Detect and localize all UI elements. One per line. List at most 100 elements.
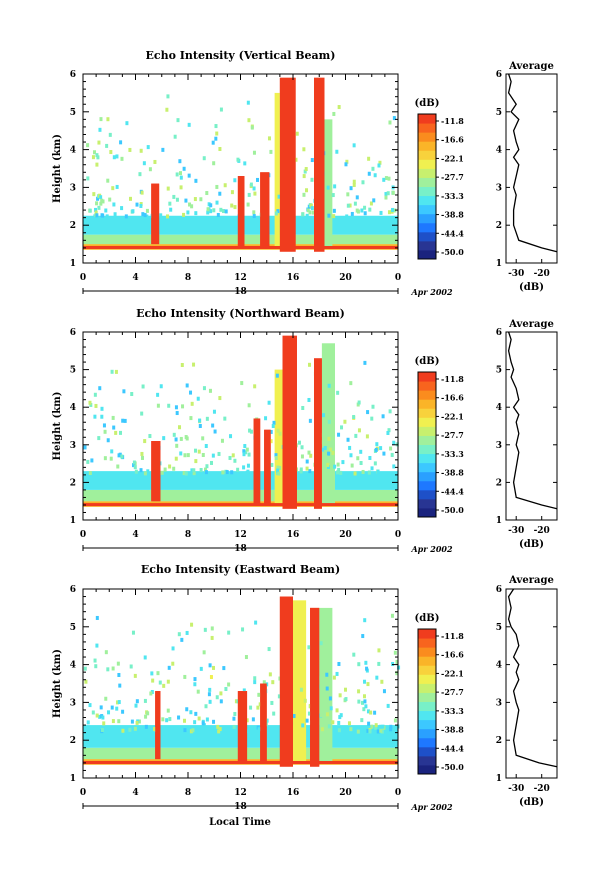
- heatmap-speckle: [349, 381, 353, 386]
- colorbar-swatch: [418, 426, 436, 436]
- heatmap-speckle: [292, 714, 296, 719]
- heatmap-speckle: [305, 213, 309, 218]
- heatmap-speckle: [130, 392, 134, 397]
- heatmap-speckle: [380, 729, 384, 734]
- colorbar-tick-label: -11.8: [441, 374, 464, 384]
- heatmap-speckle: [124, 214, 128, 219]
- heatmap-speckle: [209, 209, 213, 214]
- avg-y-tick-label: 3: [496, 441, 502, 451]
- colorbar-swatch: [418, 719, 436, 730]
- heatmap-speckle: [305, 188, 309, 193]
- heatmap-speckle: [139, 148, 143, 153]
- colorbar-tick-label: -33.3: [441, 706, 464, 716]
- colorbar-swatch: [418, 435, 436, 445]
- heatmap-speckle: [93, 150, 97, 155]
- chart-title: Echo Intensity (Northward Beam): [136, 307, 345, 320]
- heatmap-speckle: [93, 414, 97, 419]
- heatmap-speckle: [327, 436, 331, 441]
- heatmap-speckle: [197, 449, 201, 454]
- y-axis-label: Height (km): [52, 392, 63, 461]
- heatmap-speckle: [356, 729, 360, 734]
- colorbar-swatch: [418, 453, 436, 464]
- heatmap-speckle: [391, 661, 395, 666]
- heatmap-speckle: [368, 455, 372, 460]
- heatmap-speckle: [389, 446, 393, 451]
- heatmap-speckle: [338, 693, 342, 698]
- heatmap-speckle: [178, 425, 182, 430]
- colorbar-swatch: [418, 674, 436, 684]
- heatmap-speckle: [215, 184, 219, 189]
- heatmap-speckle: [101, 715, 105, 720]
- heatmap-speckle: [99, 195, 103, 200]
- heatmap-speckle: [319, 713, 323, 718]
- heatmap-speckle: [310, 177, 314, 182]
- heatmap-speckle: [319, 641, 323, 646]
- heatmap-speckle: [216, 212, 220, 217]
- heatmap-speckle: [105, 143, 109, 148]
- heatmap-speckle: [99, 201, 103, 206]
- heatmap-cell: [324, 119, 333, 248]
- heatmap-speckle: [91, 710, 95, 715]
- heatmap-speckle: [276, 209, 280, 214]
- heatmap-speckle: [380, 679, 384, 684]
- heatmap-speckle: [120, 206, 124, 211]
- colorbar-frame: [417, 371, 437, 518]
- heatmap-speckle: [159, 213, 163, 218]
- heatmap-speckle: [95, 153, 99, 158]
- heatmap-speckle: [132, 460, 136, 465]
- heatmap-speckle: [153, 727, 157, 732]
- colorbar-tick-label: -22.1: [441, 153, 464, 163]
- heatmap-speckle: [269, 429, 273, 434]
- colorbar-swatch: [418, 710, 436, 721]
- heatmap-speckle: [348, 445, 352, 450]
- heatmap-speckle: [183, 674, 187, 679]
- avg-x-tick-label: -30: [508, 269, 524, 279]
- heatmap-speckle: [100, 406, 104, 411]
- heatmap-speckle: [207, 692, 211, 697]
- heatmap-speckle: [111, 719, 115, 724]
- heatmap-speckle: [376, 729, 380, 734]
- heatmap-speckle: [150, 671, 154, 676]
- colorbar-swatch: [418, 240, 436, 251]
- heatmap-strong-cell: [151, 183, 160, 245]
- heatmap-speckle: [156, 392, 160, 397]
- heatmap-cell: [274, 92, 280, 248]
- heatmap-speckle: [244, 450, 248, 455]
- y-tick-label: 4: [70, 661, 76, 671]
- colorbar-tick-label: -11.8: [441, 116, 464, 126]
- heatmap-speckle: [384, 195, 388, 200]
- colorbar-swatch: [418, 186, 436, 197]
- heatmap-speckle: [128, 196, 132, 201]
- heatmap-speckle: [236, 467, 240, 472]
- heatmap-speckle: [389, 724, 393, 729]
- heatmap-speckle: [272, 420, 276, 425]
- heatmap-speckle: [300, 445, 304, 450]
- heatmap-speckle: [352, 143, 356, 148]
- heatmap-cells: [83, 77, 398, 252]
- heatmap-speckle: [244, 655, 248, 660]
- avg-x-tick-label: -30: [508, 784, 524, 794]
- colorbar-swatch: [418, 746, 436, 757]
- heatmap-speckle: [93, 392, 97, 397]
- heatmap-speckle: [295, 131, 299, 136]
- x-tick-label: 0: [80, 788, 86, 798]
- average-profile-line: [507, 73, 558, 253]
- average-title: Average: [508, 61, 554, 72]
- heatmap-speckle: [393, 208, 397, 213]
- heatmap-speckle: [252, 186, 256, 191]
- colorbar-tick-label: -50.0: [441, 247, 464, 257]
- heatmap-speckle: [357, 400, 361, 405]
- colorbar-unit: (dB): [415, 356, 440, 367]
- colorbar-tick-label: -16.6: [441, 135, 464, 145]
- heatmap-speckle: [267, 136, 271, 141]
- heatmap-speckle: [145, 208, 149, 213]
- heatmap-speckle: [242, 452, 246, 457]
- heatmap-speckle: [168, 717, 172, 722]
- y-tick-label: 4: [70, 403, 76, 413]
- heatmap-speckle: [218, 147, 222, 152]
- heatmap-speckle: [310, 206, 314, 211]
- heatmap-speckle: [114, 369, 118, 374]
- heatmap-speckle: [216, 724, 220, 729]
- heatmap-cells: [83, 335, 399, 509]
- heatmap-speckle: [179, 436, 183, 441]
